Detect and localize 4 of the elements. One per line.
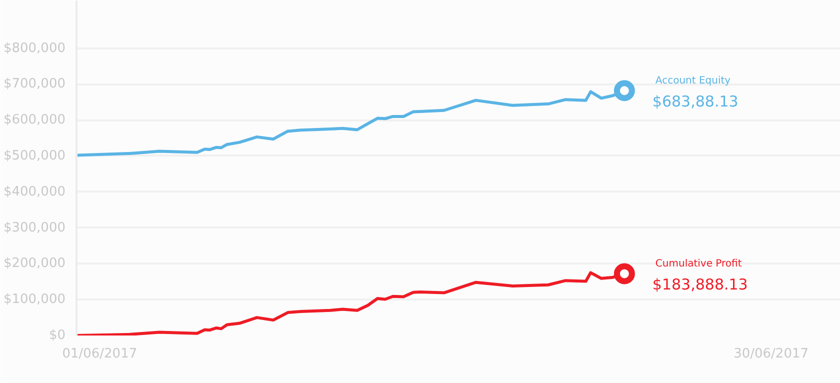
annotation: $183,888.13 — [652, 276, 748, 294]
annotation: $683,88.13 — [652, 92, 738, 111]
text: Account Equity — [655, 76, 731, 87]
text: Cumulative Profit — [655, 258, 742, 270]
